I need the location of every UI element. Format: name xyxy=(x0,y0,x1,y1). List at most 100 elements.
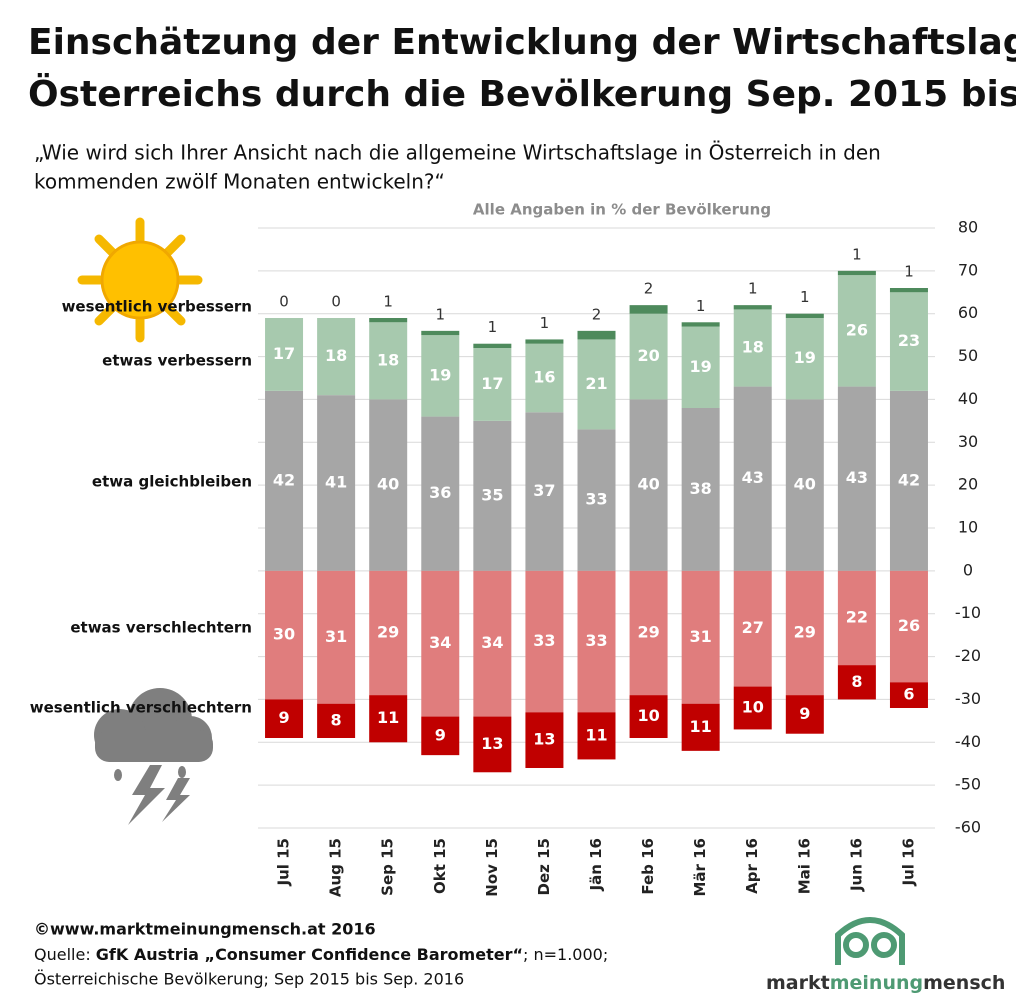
data-label: 1 xyxy=(904,263,914,281)
x-tick-label: Sep 15 xyxy=(379,838,397,896)
bar-segment xyxy=(733,309,772,387)
x-tick-label: Apr 16 xyxy=(743,838,761,894)
data-label: 31 xyxy=(325,627,347,646)
data-label: 41 xyxy=(325,473,347,492)
chart-title: Einschätzung der Entwicklung der Wirtsch… xyxy=(28,22,1016,63)
bar-segment xyxy=(837,275,876,387)
data-label: 22 xyxy=(846,608,868,627)
chart-title: Österreichs durch die Bevölkerung Sep. 2… xyxy=(28,73,1016,115)
bar-segment xyxy=(733,570,772,687)
data-label: 19 xyxy=(429,365,451,384)
bar-segment xyxy=(265,318,304,391)
y-tick-label: 30 xyxy=(958,432,978,451)
data-label: 11 xyxy=(377,708,399,727)
bar-segment xyxy=(733,305,772,310)
bar-segment xyxy=(421,330,460,336)
data-label: 1 xyxy=(435,305,445,323)
bar-segment xyxy=(681,570,720,704)
bar-segment xyxy=(837,570,876,666)
bar-segment xyxy=(577,570,616,713)
data-label: 29 xyxy=(794,623,816,642)
annotation: Alle Angaben in % der Bevölkerung xyxy=(473,201,771,219)
data-label: 27 xyxy=(742,618,764,637)
bar-segment xyxy=(265,390,304,571)
data-label: 34 xyxy=(429,633,451,652)
data-label: 34 xyxy=(481,633,503,652)
population: Österreichische Bevölkerung; Sep 2015 bi… xyxy=(34,970,464,989)
data-label: 31 xyxy=(690,627,712,646)
data-label: 17 xyxy=(481,374,503,393)
x-tick-label: Jul 15 xyxy=(275,838,293,887)
bar-segment xyxy=(421,716,460,756)
bar-segment xyxy=(889,292,928,391)
bar-segment xyxy=(525,339,564,344)
data-label: 29 xyxy=(637,623,659,642)
y-tick-label: 50 xyxy=(958,346,978,365)
data-label: 9 xyxy=(435,725,446,744)
data-label: 8 xyxy=(331,710,342,729)
logo-part: mensch xyxy=(923,972,1005,994)
y-tick-label: -50 xyxy=(955,775,981,794)
bar-segment xyxy=(733,686,772,730)
bar-segment xyxy=(629,313,668,400)
logo: marktmeinungmensch xyxy=(766,972,1005,994)
bar-segment xyxy=(369,695,408,743)
data-label: 1 xyxy=(852,245,862,263)
data-label: 2 xyxy=(644,280,654,298)
data-label: 36 xyxy=(429,483,451,502)
data-label: 17 xyxy=(273,344,295,363)
bar-segment xyxy=(629,695,668,738)
bar-segment xyxy=(629,570,668,696)
bar-segment xyxy=(473,570,512,717)
y-tick-label: -40 xyxy=(955,732,981,751)
bar-segment xyxy=(681,408,720,571)
sun-icon xyxy=(77,217,203,343)
bar-segment xyxy=(525,570,564,713)
bar-segment xyxy=(681,322,720,327)
data-label: 38 xyxy=(690,479,712,498)
source-part: ; n=1.000; xyxy=(523,945,608,964)
x-tick-label: Jän 16 xyxy=(587,838,605,891)
data-label: 37 xyxy=(533,481,555,500)
data-label: 6 xyxy=(903,685,914,704)
y-tick-label: -20 xyxy=(955,646,981,665)
bar-segment xyxy=(317,703,356,738)
bar-segment xyxy=(629,305,668,314)
bar-segment xyxy=(525,343,564,413)
data-label: 33 xyxy=(585,631,607,650)
data-label: 42 xyxy=(898,470,920,489)
x-tick-label: Feb 16 xyxy=(639,838,657,895)
data-label: 10 xyxy=(637,706,659,725)
bar-segment xyxy=(473,348,512,421)
bar-segment xyxy=(473,343,512,348)
y-tick-label: -10 xyxy=(955,603,981,622)
data-label: 1 xyxy=(540,314,550,332)
data-label: 29 xyxy=(377,623,399,642)
data-label: 11 xyxy=(690,717,712,736)
data-label: 21 xyxy=(585,374,607,393)
data-label: 42 xyxy=(273,470,295,489)
data-label: 30 xyxy=(273,625,295,644)
bar-segment xyxy=(785,399,824,571)
data-label: 1 xyxy=(748,280,758,298)
data-label: 9 xyxy=(799,704,810,723)
bar-segment xyxy=(265,699,304,738)
bar-segment xyxy=(317,318,356,396)
bar-segment xyxy=(889,288,928,293)
y-tick-label: 0 xyxy=(963,560,973,579)
logo-part: meinung xyxy=(830,972,923,994)
bar-segment xyxy=(317,570,356,704)
subtitle: „Wie wird sich Ihrer Ansicht nach die al… xyxy=(34,141,881,165)
x-tick-label: Mai 16 xyxy=(795,838,813,894)
source-part: GfK Austria „Consumer Confidence Baromet… xyxy=(96,945,523,964)
data-label: 8 xyxy=(851,672,862,691)
legend-label: wesentlich verbessern xyxy=(62,298,252,316)
data-label: 35 xyxy=(481,485,503,504)
y-tick-label: 20 xyxy=(958,475,978,494)
bar-segment xyxy=(889,570,928,683)
data-label: 2 xyxy=(592,305,602,323)
data-label: 0 xyxy=(279,293,289,311)
bar-segment xyxy=(785,318,824,400)
data-label: 23 xyxy=(898,331,920,350)
bar-segment xyxy=(837,386,876,571)
